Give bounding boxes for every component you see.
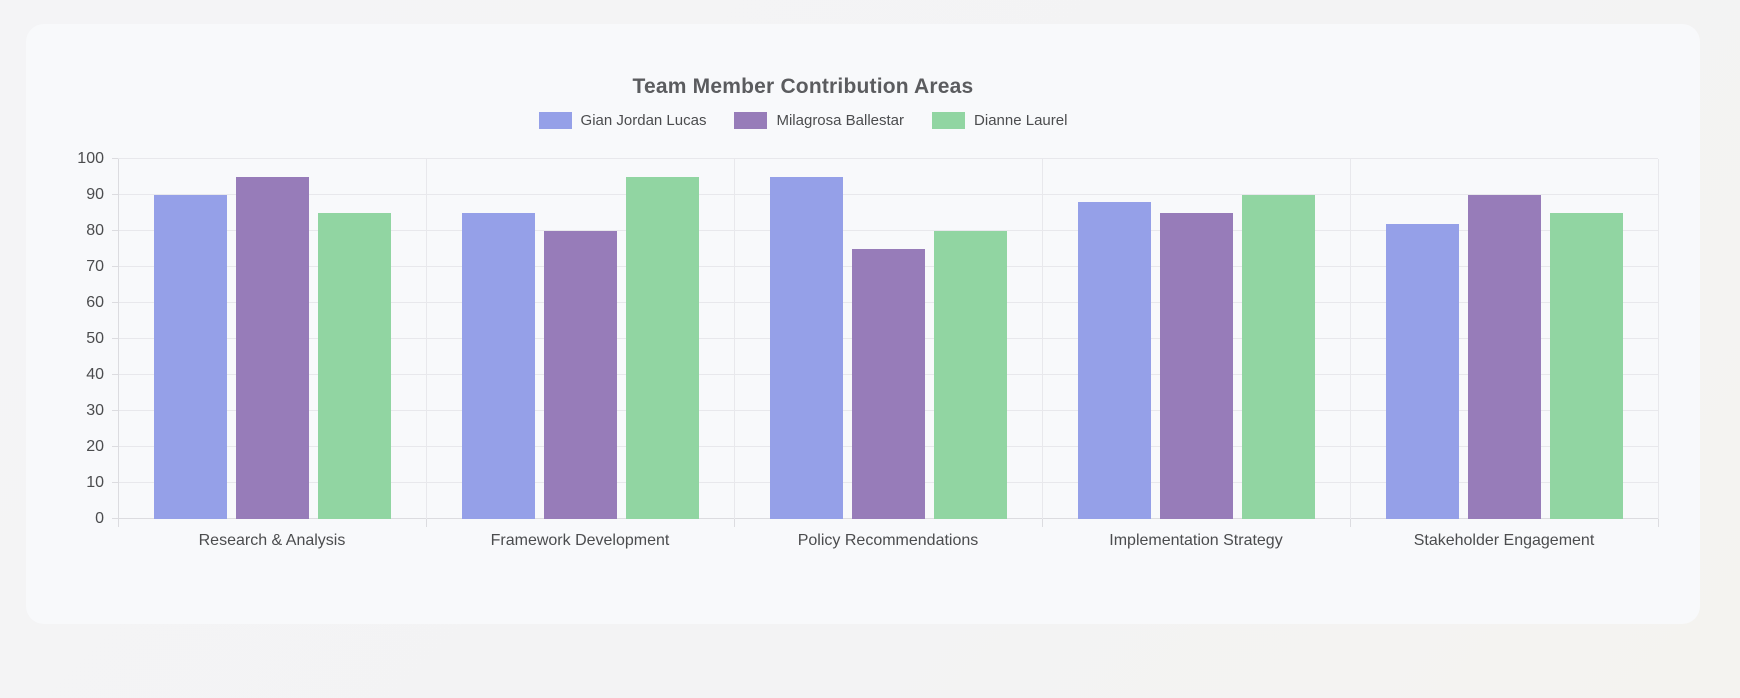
legend-swatch-icon	[538, 111, 572, 129]
y-tick-label: 90	[86, 186, 104, 203]
bar-group	[426, 159, 734, 519]
y-tick-mark	[112, 302, 118, 303]
legend-label: Gian Jordan Lucas	[580, 111, 707, 129]
y-axis: 0 10 20 30 40 50 60 70 80 90 100	[26, 151, 118, 527]
horizontal-gridline	[118, 194, 1658, 195]
bar[interactable]	[625, 177, 699, 519]
x-tick-mark	[1658, 519, 1659, 527]
y-tick-label: 50	[86, 330, 104, 347]
chart-body: 0 10 20 30 40 50 60 70 80 90 100	[26, 151, 1700, 527]
bar[interactable]	[851, 249, 925, 519]
bar-group	[1042, 159, 1350, 519]
y-tick-mark	[112, 446, 118, 447]
bar[interactable]	[461, 213, 535, 519]
vertical-gridline	[1042, 159, 1043, 519]
horizontal-gridline	[118, 230, 1658, 231]
bar[interactable]	[769, 177, 843, 519]
bar[interactable]	[235, 177, 309, 519]
y-tick-mark	[112, 158, 118, 159]
y-tick-mark	[112, 230, 118, 231]
y-tick-mark	[112, 374, 118, 375]
chart-title: Team Member Contribution Areas	[632, 75, 974, 98]
legend-swatch-icon	[932, 111, 966, 129]
x-tick-mark	[1042, 519, 1043, 527]
chart-legend: Gian Jordan Lucas Milagrosa Ballestar Dian…	[26, 110, 1580, 130]
legend-item-1[interactable]: Gian Jordan Lucas	[538, 111, 707, 129]
bar-group	[1350, 159, 1658, 519]
x-tick-mark	[118, 519, 119, 527]
chart-card: Team Member Contribution Areas Gian Jord…	[26, 24, 1700, 624]
bar[interactable]	[1241, 195, 1315, 519]
bar[interactable]	[1077, 202, 1151, 519]
chart-header: Team Member Contribution Areas Gian Jord…	[26, 24, 1700, 130]
legend-label: Milagrosa Ballestar	[776, 111, 905, 129]
x-category-label: Policy Recommendations	[797, 532, 979, 549]
y-tick-label: 30	[86, 402, 104, 419]
bar-group	[734, 159, 1042, 519]
y-tick-label: 70	[86, 258, 104, 275]
y-tick-label: 0	[95, 510, 104, 527]
x-tick-mark	[426, 519, 427, 527]
bar[interactable]	[1159, 213, 1233, 519]
y-tick-mark	[112, 338, 118, 339]
x-tick-mark	[1350, 519, 1351, 527]
y-tick-label: 100	[77, 150, 104, 167]
y-tick-mark	[112, 518, 118, 519]
x-category-label: Framework Development	[490, 532, 670, 549]
bar[interactable]	[1467, 195, 1541, 519]
legend-item-3[interactable]: Dianne Laurel	[932, 111, 1068, 129]
vertical-gridline	[426, 159, 427, 519]
x-tick-mark	[734, 519, 735, 527]
legend-item-2[interactable]: Milagrosa Ballestar	[734, 111, 905, 129]
y-tick-label: 10	[86, 474, 104, 491]
y-tick-mark	[112, 482, 118, 483]
bar-group	[118, 159, 426, 519]
y-tick-label: 40	[86, 366, 104, 383]
x-axis-labels: Research & Analysis Framework Development…	[118, 532, 1658, 550]
legend-label: Dianne Laurel	[974, 111, 1068, 129]
bar[interactable]	[153, 195, 227, 519]
horizontal-gridline	[118, 158, 1658, 159]
plot-area	[118, 158, 1659, 527]
x-category-label: Research & Analysis	[198, 532, 346, 549]
legend-swatch-icon	[734, 111, 768, 129]
vertical-gridline	[1350, 159, 1351, 519]
y-tick-label: 60	[86, 294, 104, 311]
y-tick-mark	[112, 410, 118, 411]
vertical-gridline	[734, 159, 735, 519]
y-tick-label: 80	[86, 222, 104, 239]
vertical-gridline	[1658, 159, 1659, 519]
bar[interactable]	[1385, 223, 1459, 519]
y-tick-label: 20	[86, 438, 104, 455]
bar[interactable]	[933, 231, 1007, 519]
vertical-gridline	[118, 159, 119, 519]
x-category-label: Stakeholder Engagement	[1413, 532, 1595, 549]
bar[interactable]	[1549, 213, 1623, 519]
y-tick-mark	[112, 194, 118, 195]
y-tick-mark	[112, 266, 118, 267]
bar[interactable]	[543, 231, 617, 519]
bar[interactable]	[317, 213, 391, 519]
x-category-label: Implementation Strategy	[1109, 532, 1283, 549]
